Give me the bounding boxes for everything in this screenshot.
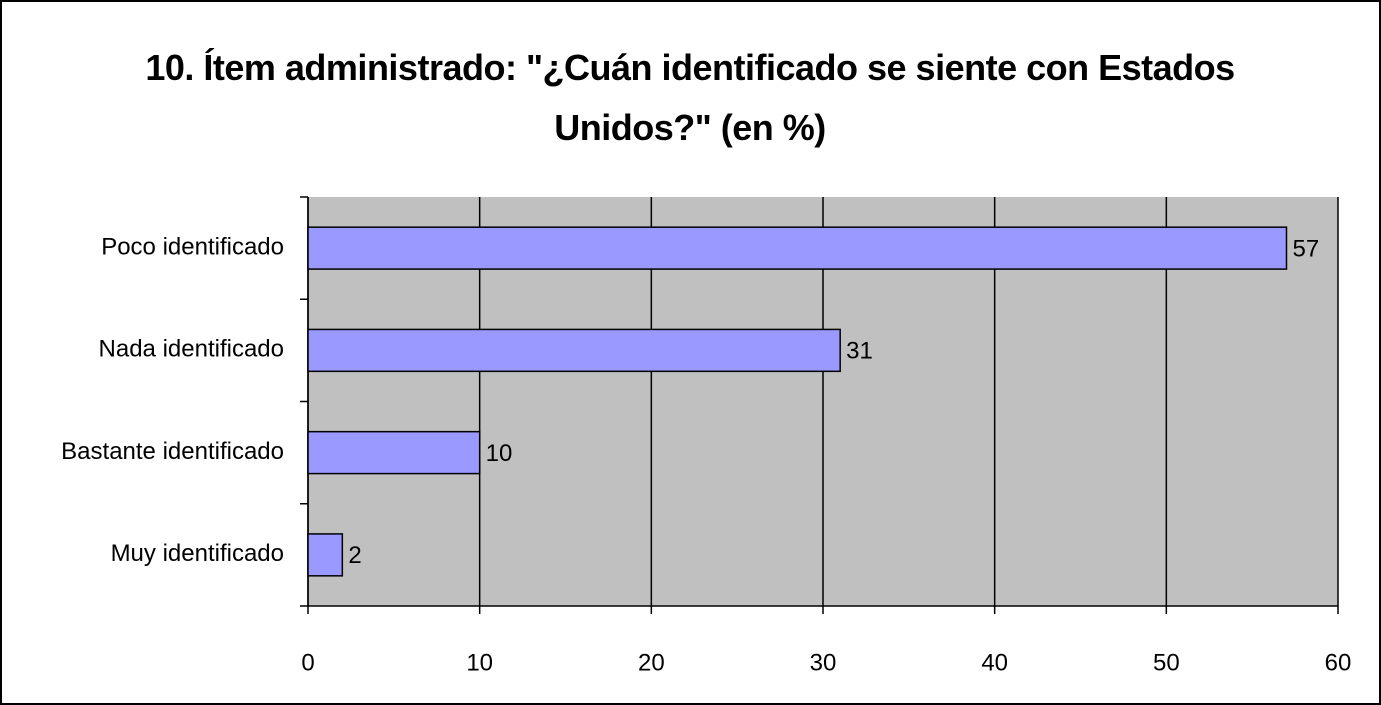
y-tick-label: Nada identificado	[99, 336, 284, 363]
data-label: 10	[486, 440, 513, 467]
x-tick-label: 60	[1325, 649, 1352, 676]
chart-title: 10. Ítem administrado: "¿Cuán identifica…	[145, 47, 1235, 148]
x-tick-label: 20	[638, 649, 665, 676]
bar	[307, 328, 841, 373]
y-tick-label: Bastante identificado	[61, 438, 284, 465]
x-tick-label: 0	[301, 649, 314, 676]
x-tick-label: 10	[466, 649, 493, 676]
bar	[307, 430, 481, 475]
x-tick-label: 50	[1153, 649, 1180, 676]
y-tick-label: Poco identificado	[101, 233, 284, 260]
x-tick-label: 40	[981, 649, 1008, 676]
bar	[307, 226, 1288, 270]
bar	[307, 533, 344, 577]
data-label: 2	[348, 542, 361, 569]
x-tick-label: 30	[810, 649, 837, 676]
data-label: 31	[846, 338, 873, 365]
data-label: 57	[1293, 235, 1320, 262]
y-tick-label: Muy identificado	[111, 540, 284, 567]
